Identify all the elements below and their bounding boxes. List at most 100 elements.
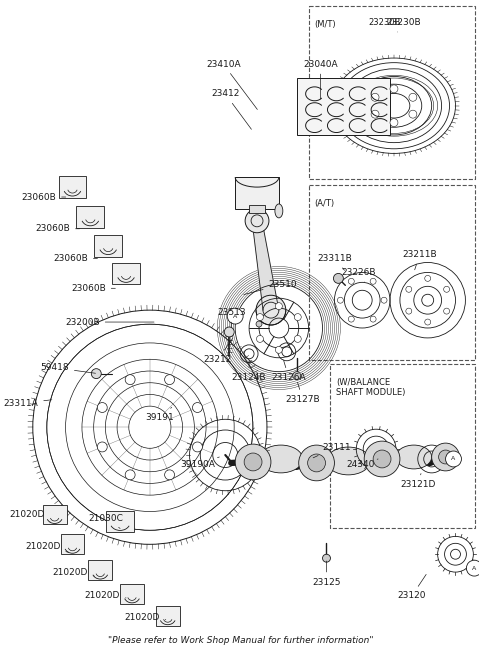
Text: 21020D: 21020D (124, 613, 166, 622)
Circle shape (409, 110, 417, 118)
Text: 23230B: 23230B (368, 18, 400, 28)
Circle shape (444, 308, 450, 314)
Circle shape (390, 85, 398, 93)
Ellipse shape (326, 447, 370, 475)
Bar (106, 511, 134, 533)
Circle shape (165, 375, 175, 384)
Text: (W/BALANCE
SHAFT MODULE): (W/BALANCE SHAFT MODULE) (336, 378, 406, 397)
Circle shape (467, 560, 480, 576)
Text: 23121D: 23121D (400, 474, 435, 489)
Circle shape (224, 327, 234, 337)
Text: 23410A: 23410A (206, 60, 257, 109)
Text: 23510: 23510 (244, 280, 297, 295)
Bar (120, 584, 144, 604)
Text: 23200B: 23200B (65, 318, 154, 327)
Circle shape (308, 454, 325, 472)
Circle shape (364, 441, 400, 477)
Circle shape (299, 445, 335, 481)
Bar (235, 177, 279, 209)
Bar (59, 176, 86, 198)
Text: 39191: 39191 (145, 407, 174, 422)
Text: 24340: 24340 (346, 459, 378, 470)
Bar (297, 78, 390, 136)
Bar (43, 504, 67, 525)
Polygon shape (252, 221, 279, 310)
Text: 23040A: 23040A (303, 60, 338, 99)
Circle shape (409, 93, 417, 102)
Text: 23226B: 23226B (341, 268, 375, 282)
Text: 39190A: 39190A (180, 457, 219, 470)
Bar (76, 206, 104, 228)
Circle shape (256, 321, 262, 327)
Circle shape (97, 442, 107, 452)
Text: 21020D: 21020D (84, 591, 126, 601)
Circle shape (444, 286, 450, 292)
Circle shape (425, 275, 431, 282)
Text: 23060B: 23060B (53, 254, 97, 263)
Text: A: A (472, 566, 477, 571)
Text: 23111: 23111 (313, 443, 351, 458)
Circle shape (294, 314, 301, 320)
Circle shape (406, 308, 412, 314)
Text: (M/T): (M/T) (314, 20, 336, 29)
Circle shape (91, 369, 101, 379)
Circle shape (371, 93, 379, 102)
Text: 23212: 23212 (203, 340, 231, 364)
Circle shape (256, 335, 264, 343)
Text: 23125: 23125 (312, 561, 341, 586)
Text: 23126A: 23126A (272, 360, 306, 382)
Bar (330, 364, 475, 529)
Bar (309, 185, 475, 360)
Circle shape (276, 346, 282, 353)
Text: 23060B: 23060B (35, 224, 80, 233)
Circle shape (370, 316, 376, 322)
Circle shape (445, 451, 461, 467)
Text: 59418: 59418 (40, 363, 96, 373)
Circle shape (439, 450, 453, 464)
Circle shape (192, 403, 203, 413)
Text: 21030C: 21030C (89, 514, 124, 529)
Text: 23120: 23120 (397, 574, 426, 601)
Text: 23060B: 23060B (71, 284, 115, 293)
Circle shape (348, 316, 354, 322)
Ellipse shape (275, 204, 283, 218)
Circle shape (256, 295, 286, 325)
Circle shape (244, 453, 262, 471)
Text: 23060B: 23060B (21, 193, 66, 202)
Circle shape (276, 303, 282, 310)
Circle shape (227, 308, 243, 324)
Circle shape (245, 209, 269, 233)
Bar (88, 560, 112, 580)
Circle shape (125, 470, 135, 479)
Circle shape (337, 297, 343, 303)
Text: A: A (451, 457, 456, 462)
Circle shape (373, 450, 391, 468)
Text: 23311A: 23311A (3, 399, 52, 408)
Circle shape (97, 403, 107, 413)
Circle shape (381, 297, 387, 303)
Bar (309, 7, 475, 179)
Circle shape (323, 554, 330, 562)
Circle shape (334, 273, 343, 284)
Circle shape (370, 278, 376, 284)
Circle shape (390, 119, 398, 126)
Text: (A/T): (A/T) (314, 199, 335, 208)
Circle shape (348, 278, 354, 284)
Circle shape (406, 286, 412, 292)
Circle shape (371, 110, 379, 118)
Text: 23513: 23513 (217, 308, 246, 328)
Circle shape (294, 335, 301, 343)
Text: A: A (233, 314, 237, 318)
Ellipse shape (396, 445, 432, 469)
Text: 23124B: 23124B (232, 360, 266, 382)
Text: 23211B: 23211B (402, 250, 437, 270)
Circle shape (165, 470, 175, 479)
Bar (156, 606, 180, 626)
Bar (60, 534, 84, 554)
Text: 21020D: 21020D (25, 542, 69, 552)
Text: 23311B: 23311B (317, 254, 352, 271)
Circle shape (432, 443, 459, 471)
Ellipse shape (259, 445, 303, 473)
Bar (94, 234, 122, 257)
Text: 23127B: 23127B (286, 383, 320, 404)
